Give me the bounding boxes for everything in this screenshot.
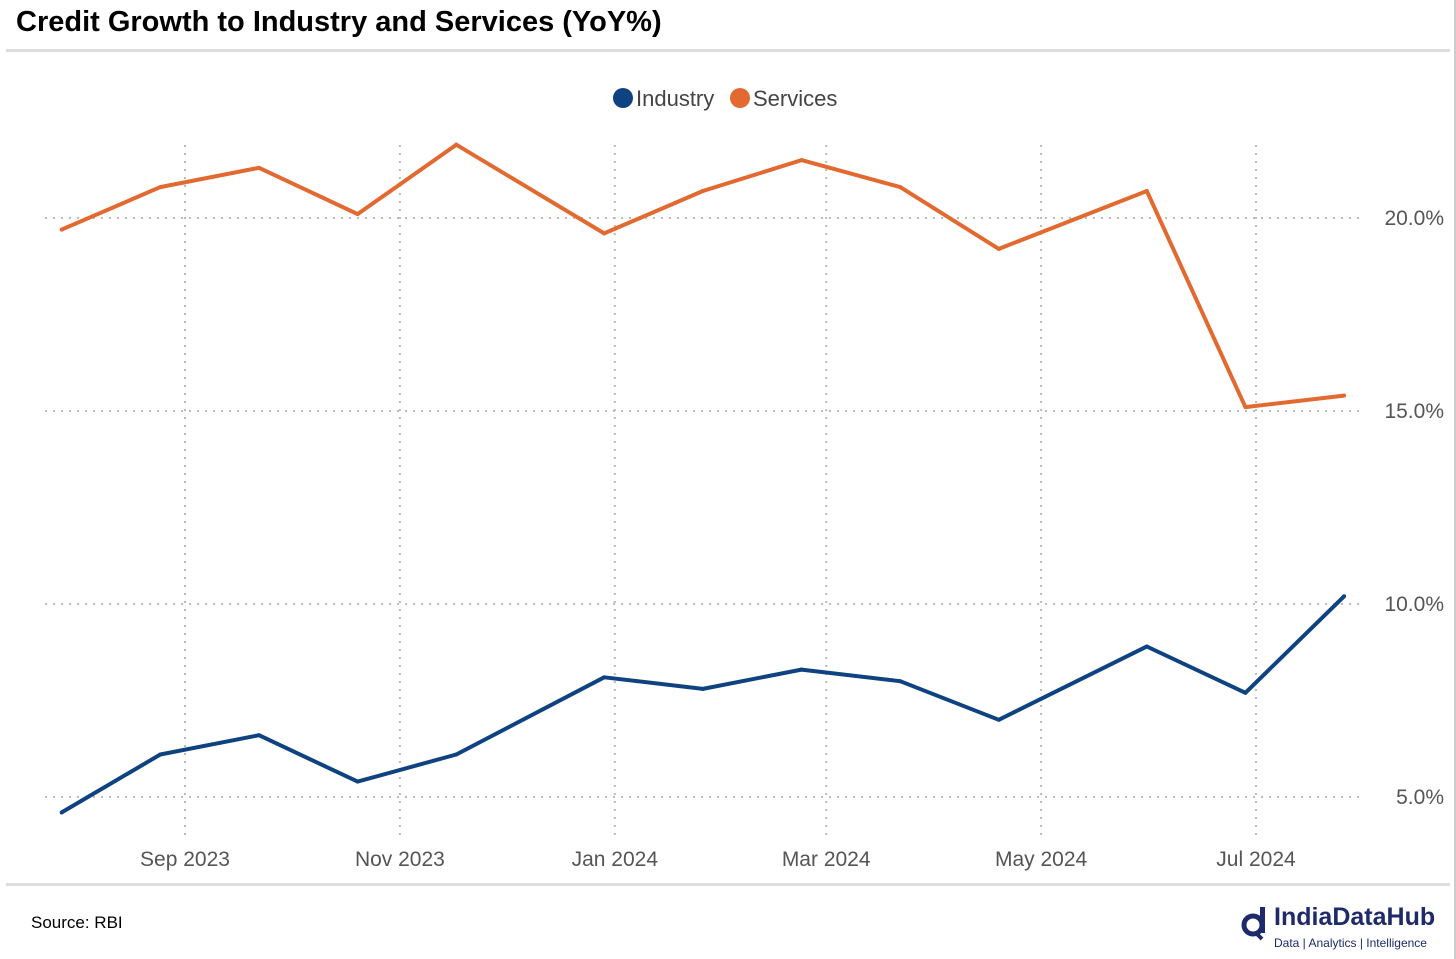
data-point-industry: [1243, 690, 1248, 695]
data-point-services: [1144, 188, 1149, 193]
data-point-industry: [1342, 594, 1347, 599]
y-tick-label: 15.0%: [1384, 400, 1444, 423]
logo-mark-icon: [1241, 907, 1265, 941]
data-point-industry: [454, 752, 459, 757]
y-tick-label: 20.0%: [1384, 207, 1444, 230]
logo-tagline: Data | Analytics | Intelligence: [1274, 936, 1427, 950]
data-point-services: [59, 227, 64, 232]
source-note: Source: RBI: [31, 913, 123, 932]
y-tick-label: 10.0%: [1384, 593, 1444, 616]
x-tick-label: Jul 2024: [1216, 848, 1296, 871]
legend-label-industry: Industry: [636, 86, 714, 111]
data-point-services: [799, 158, 804, 163]
x-tick-label: Mar 2024: [782, 848, 871, 871]
x-tick-label: May 2024: [995, 848, 1088, 871]
series-line-services: [60, 142, 1345, 410]
data-point-industry: [898, 679, 903, 684]
top-divider: [6, 49, 1450, 52]
data-point-industry: [256, 733, 261, 738]
data-point-services: [602, 231, 607, 236]
data-point-industry: [996, 717, 1001, 722]
chart-title: Credit Growth to Industry and Services (…: [16, 6, 662, 38]
data-point-industry: [799, 667, 804, 672]
x-tick-label: Sep 2023: [140, 848, 230, 871]
data-point-industry: [700, 686, 705, 691]
data-point-services: [996, 246, 1001, 251]
legend-marker-industry: [613, 88, 633, 108]
series-line-industry: [60, 594, 1346, 815]
x-tick-label: Nov 2023: [355, 848, 445, 871]
data-point-services: [158, 185, 163, 190]
y-tick-label: 5.0%: [1396, 786, 1444, 809]
data-point-industry: [355, 779, 360, 784]
data-point-services: [1243, 405, 1248, 410]
right-border: [1454, 0, 1456, 959]
data-point-services: [700, 188, 705, 193]
legend-marker-services: [730, 88, 750, 108]
x-tick-label: Jan 2024: [572, 848, 659, 871]
data-point-industry: [158, 752, 163, 757]
data-point-services: [1342, 393, 1347, 398]
logo-name: IndiaDataHub: [1274, 903, 1436, 931]
bottom-divider: [6, 883, 1450, 886]
data-point-services: [355, 212, 360, 217]
data-point-services: [898, 185, 903, 190]
data-point-industry: [59, 810, 64, 815]
data-point-services: [454, 142, 459, 147]
data-point-industry: [1144, 644, 1149, 649]
data-point-services: [256, 165, 261, 170]
legend-label-services: Services: [753, 86, 837, 111]
data-point-industry: [602, 675, 607, 680]
